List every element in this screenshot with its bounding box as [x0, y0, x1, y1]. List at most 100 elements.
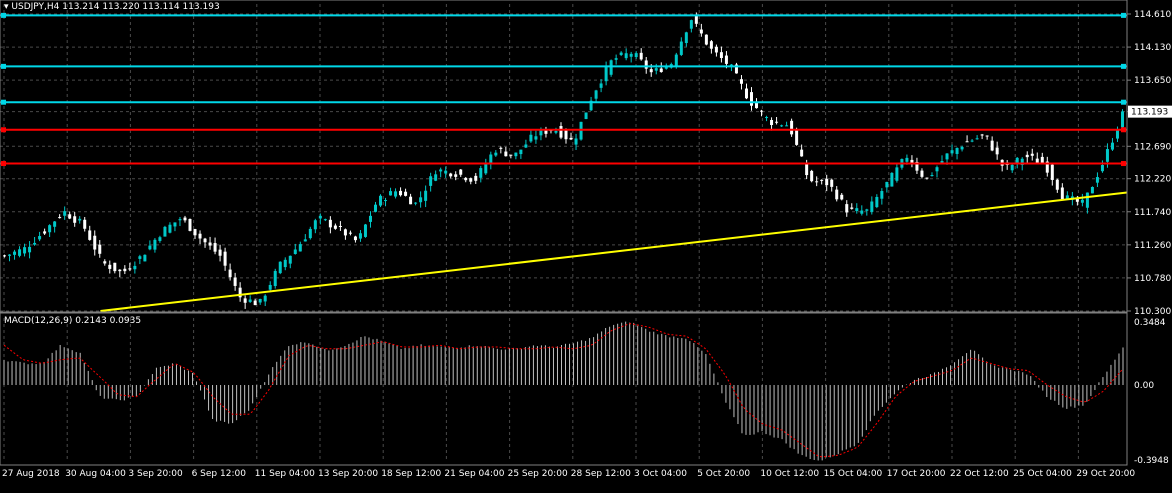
price-layer: [3, 12, 1124, 309]
bull-candle: [594, 90, 598, 99]
bull-candle: [679, 41, 683, 55]
current-price-tag: [1128, 105, 1172, 118]
bull-candle: [283, 259, 287, 268]
bear-candle: [639, 52, 643, 60]
bear-candle: [835, 189, 839, 200]
y-tick-label: 114.130: [1134, 43, 1171, 53]
bear-candle: [449, 173, 453, 177]
bull-candle: [1080, 199, 1084, 203]
bear-candle: [464, 177, 468, 181]
bull-candle: [860, 210, 864, 214]
bull-candle: [384, 200, 388, 202]
bear-candle: [228, 269, 232, 278]
x-tick-label: 28 Sep 12:00: [571, 469, 631, 479]
bull-candle: [429, 176, 433, 186]
bull-candle: [599, 83, 603, 88]
bear-candle: [820, 179, 824, 181]
bear-candle: [454, 174, 458, 177]
bull-candle: [318, 215, 322, 219]
bull-candle: [689, 20, 693, 29]
bull-candle: [950, 150, 954, 154]
bull-candle: [654, 68, 658, 71]
x-tick-label: 22 Oct 12:00: [950, 469, 1009, 479]
bull-candle: [248, 299, 252, 302]
bear-candle: [68, 214, 72, 219]
bear-candle: [188, 218, 192, 231]
y-tick-label: 111.260: [1134, 241, 1171, 251]
bull-candle: [614, 58, 618, 60]
bear-candle: [734, 64, 738, 74]
bull-candle: [368, 215, 372, 222]
collapse-arrow-icon[interactable]: ▾: [4, 2, 9, 12]
bull-candle: [168, 224, 172, 233]
resistance-line-handle-right: [1121, 12, 1126, 18]
bear-candle: [714, 46, 718, 53]
bull-candle: [158, 237, 162, 241]
bull-candle: [303, 239, 307, 242]
bear-candle: [920, 170, 924, 177]
chart-header: ▾ USDJPY,H4 113.214 113.220 113.114 113.…: [4, 2, 220, 12]
bull-candle: [173, 222, 177, 227]
bear-candle: [218, 249, 222, 256]
bear-candle: [233, 277, 237, 286]
bull-candle: [143, 254, 147, 262]
macd-layer: [3, 321, 1124, 461]
bear-candle: [699, 29, 703, 34]
bear-candle: [559, 126, 563, 138]
bear-candle: [1060, 187, 1064, 200]
resistance-line-handle-left: [1, 12, 6, 18]
bull-candle: [494, 152, 498, 156]
bull-candle: [489, 154, 493, 164]
x-tick-label: 21 Sep 04:00: [444, 469, 504, 479]
bear-candle: [1035, 158, 1039, 163]
bull-candle: [885, 181, 889, 188]
y-tick-label: 110.780: [1134, 274, 1171, 284]
bull-candle: [394, 191, 398, 197]
bear-candle: [760, 110, 764, 112]
bear-candle: [569, 137, 573, 140]
bull-candle: [133, 265, 137, 270]
ohlc-values: 113.214 113.220 113.114 113.193: [62, 2, 220, 12]
bear-candle: [815, 181, 819, 183]
bull-candle: [1105, 149, 1109, 162]
bull-candle: [574, 138, 578, 145]
macd-panel-frame: [0, 312, 1128, 466]
bull-candle: [13, 251, 17, 255]
y-tick-label: 111.740: [1134, 208, 1171, 218]
bull-candle: [624, 53, 628, 59]
y-tick-label: 112.220: [1134, 175, 1171, 185]
bear-candle: [910, 159, 914, 165]
x-tick-label: 10 Oct 12:00: [760, 469, 819, 479]
bear-candle: [995, 147, 999, 155]
bear-candle: [744, 88, 748, 99]
bear-candle: [404, 191, 408, 196]
bear-candle: [333, 225, 337, 229]
bear-candle: [965, 141, 969, 143]
bear-candle: [73, 216, 77, 223]
bull-candle: [890, 172, 894, 187]
bear-candle: [985, 135, 989, 137]
bull-candle: [870, 201, 874, 212]
bull-candle: [293, 249, 297, 254]
bull-candle: [479, 168, 483, 178]
bull-candle: [875, 196, 879, 208]
bear-candle: [544, 130, 548, 134]
bear-candle: [509, 154, 513, 156]
bull-candle: [23, 247, 27, 254]
bear-candle: [499, 147, 503, 149]
bull-candle: [1065, 195, 1069, 199]
bear-candle: [409, 196, 413, 205]
bull-candle: [970, 140, 974, 142]
bear-candle: [504, 151, 508, 157]
x-tick-label: 25 Sep 20:00: [508, 469, 568, 479]
x-tick-label: 13 Sep 20:00: [318, 469, 378, 479]
macd-y-tick-label: -0.3948: [1134, 456, 1169, 466]
bear-candle: [649, 69, 653, 73]
bear-candle: [338, 225, 342, 227]
bear-candle: [990, 140, 994, 151]
bear-candle: [644, 60, 648, 69]
bull-candle: [53, 221, 57, 227]
bull-candle: [358, 233, 362, 239]
